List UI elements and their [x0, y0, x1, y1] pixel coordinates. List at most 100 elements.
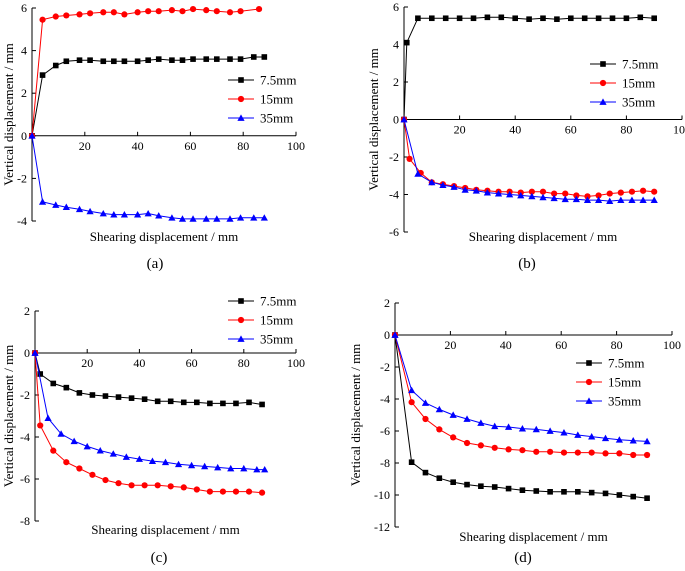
data-point — [450, 183, 458, 190]
data-point — [484, 14, 491, 21]
data-point — [180, 399, 187, 406]
series-line — [403, 16, 655, 120]
data-point — [120, 211, 128, 218]
panel-c: -8 -6 -4 -2 0 2 20 40 60 80 100 Shearing displaceme… — [1, 294, 305, 567]
data-point — [532, 425, 540, 433]
y-tick-label: 4 — [393, 38, 399, 52]
y-tick-label: 0 — [24, 346, 30, 360]
legend-label: 7.5mm — [260, 294, 296, 309]
data-point — [76, 465, 83, 472]
x-tick-label: 80 — [620, 123, 632, 137]
data-point — [519, 487, 526, 493]
data-point — [494, 189, 503, 197]
data-point — [75, 205, 84, 213]
data-point — [121, 11, 128, 18]
legend-marker — [237, 95, 245, 103]
data-point — [121, 58, 128, 65]
data-point — [406, 155, 413, 162]
data-point — [491, 444, 498, 451]
data-point — [154, 398, 161, 405]
y-tick-label: -6 — [389, 225, 399, 239]
data-point — [628, 196, 636, 204]
data-point — [450, 434, 457, 441]
data-point — [408, 459, 415, 465]
x-axis-title: Shearing displacement / mm — [459, 529, 607, 544]
data-point — [505, 446, 512, 453]
data-point — [70, 437, 78, 445]
legend-marker — [237, 335, 245, 342]
series-15mm — [400, 116, 658, 200]
data-point — [606, 197, 614, 204]
y-tick-label: -2 — [389, 150, 399, 164]
data-point — [415, 15, 421, 22]
legend-label: 7.5mm — [608, 356, 644, 371]
data-point — [554, 16, 560, 22]
data-point — [637, 14, 644, 21]
data-point — [189, 215, 197, 222]
data-point — [506, 190, 514, 198]
data-point — [110, 9, 117, 16]
data-point — [259, 401, 265, 408]
data-point — [134, 9, 141, 16]
data-point — [214, 56, 220, 62]
data-point — [201, 462, 209, 470]
legend-label: 15mm — [260, 92, 293, 107]
data-point — [213, 8, 220, 15]
data-point — [436, 475, 443, 481]
data-point — [237, 8, 244, 15]
data-point — [111, 58, 117, 65]
data-point — [50, 447, 57, 454]
data-point — [76, 11, 83, 18]
series-7.5mm — [392, 332, 650, 501]
data-point — [574, 431, 582, 438]
series-15mm — [391, 331, 651, 459]
legend-entry: 35mm — [590, 95, 655, 110]
data-point — [178, 215, 187, 222]
data-point — [616, 450, 623, 457]
data-point — [491, 422, 499, 430]
x-tick-label: 100 — [287, 356, 305, 370]
data-point — [442, 15, 449, 22]
data-point — [550, 194, 558, 202]
data-point — [180, 484, 187, 491]
legend-marker — [237, 114, 245, 121]
y-tick-label: -4 — [17, 214, 27, 228]
data-point — [528, 192, 536, 200]
data-point — [179, 8, 186, 15]
y-tick-label: -10 — [374, 488, 390, 502]
data-point — [134, 58, 141, 65]
data-point — [562, 190, 569, 197]
x-tick-label: 60 — [565, 123, 577, 137]
series-line — [34, 352, 263, 494]
legend-entry: 35mm — [576, 394, 641, 409]
data-point — [62, 203, 70, 211]
data-point — [491, 484, 498, 490]
data-point — [250, 54, 257, 60]
data-point — [400, 115, 408, 123]
data-point — [232, 488, 240, 495]
data-point — [643, 451, 651, 459]
data-point — [52, 62, 59, 69]
data-point — [76, 57, 83, 63]
data-point — [539, 193, 547, 201]
data-point — [44, 414, 52, 421]
data-point — [408, 386, 416, 394]
data-point — [155, 56, 162, 62]
x-tick-label: 100 — [673, 123, 685, 137]
data-point — [109, 450, 117, 457]
y-tick-label: -6 — [380, 424, 390, 438]
data-point — [169, 57, 175, 63]
data-point — [478, 483, 484, 489]
x-axis-title: Shearing displacement / mm — [91, 522, 239, 537]
y-axis-title: Vertical displacement / mm — [1, 345, 16, 488]
data-point — [573, 192, 580, 199]
data-point — [258, 489, 266, 496]
data-point — [518, 425, 527, 432]
data-point — [477, 442, 484, 449]
data-point — [155, 212, 163, 219]
data-point — [63, 12, 70, 19]
data-point — [144, 209, 152, 217]
y-tick-label: 2 — [384, 296, 390, 310]
data-point — [63, 459, 70, 466]
legend-marker — [237, 316, 245, 324]
